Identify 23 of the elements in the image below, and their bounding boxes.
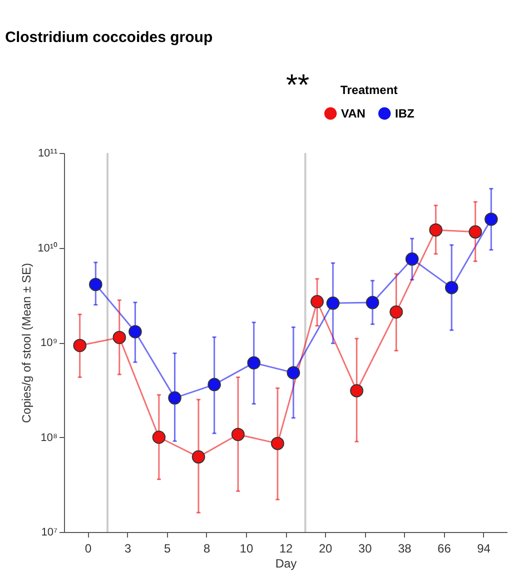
x-tick-label: 10 [240,542,254,556]
legend-label: VAN [341,106,366,121]
x-tick-label: 94 [477,542,491,556]
x-tick-label: 38 [398,542,412,556]
x-tick-label: 3 [124,542,132,556]
x-tick-label: 0 [84,542,92,556]
x-axis-title: Day [275,556,297,570]
text: ** [286,69,310,102]
x-tick-label: 8 [204,542,211,556]
x-tick-label: 20 [318,542,333,556]
y-tick-label: 10⁹ [40,337,58,349]
x-tick-label: 12 [279,542,293,556]
y-tick-label: 10¹⁰ [38,241,58,254]
legend-label: IBZ [395,106,414,121]
y-tick-label: 10¹¹ [38,148,58,160]
y-tick-label: 10⁸ [40,432,58,444]
x-tick-label: 30 [358,542,372,556]
legend-title: Treatment [340,83,398,97]
y-tick-label: 10⁷ [41,526,58,538]
x-tick-label: 5 [164,542,171,556]
y-axis-title: Copies/g of stool (Mean ± SE) [20,263,34,423]
x-tick-label: 66 [438,542,452,556]
chart-title: Clostridium coccoides group [5,29,213,46]
